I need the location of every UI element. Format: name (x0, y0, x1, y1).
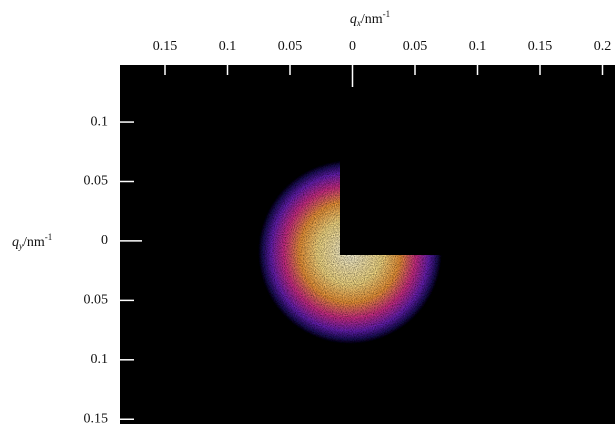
x-tick-label: 0.15 (153, 39, 178, 54)
beam-stop (340, 150, 490, 255)
scattering-pattern (258, 150, 490, 344)
y-tick-label: 0.1 (91, 352, 109, 367)
x-tick-label: 0.2 (594, 39, 612, 54)
x-tick-label: 0.1 (469, 39, 487, 54)
x-tick-label: 0.1 (219, 39, 237, 54)
x-tick-label: 0.15 (528, 39, 553, 54)
y-tick-label: 0.05 (84, 174, 109, 189)
y-tick-label: 0 (101, 233, 108, 248)
y-tick-label: 0.1 (91, 114, 109, 129)
x-tick-label: 0 (349, 39, 356, 54)
y-axis-label: qy/nm-1 (12, 232, 52, 251)
x-axis-label: qx/nm-1 (350, 9, 390, 28)
y-tick-label: 0.15 (84, 411, 109, 424)
y-tick-label: 0.05 (84, 293, 109, 308)
x-tick-label: 0.05 (403, 39, 428, 54)
x-tick-label: 0.05 (278, 39, 303, 54)
